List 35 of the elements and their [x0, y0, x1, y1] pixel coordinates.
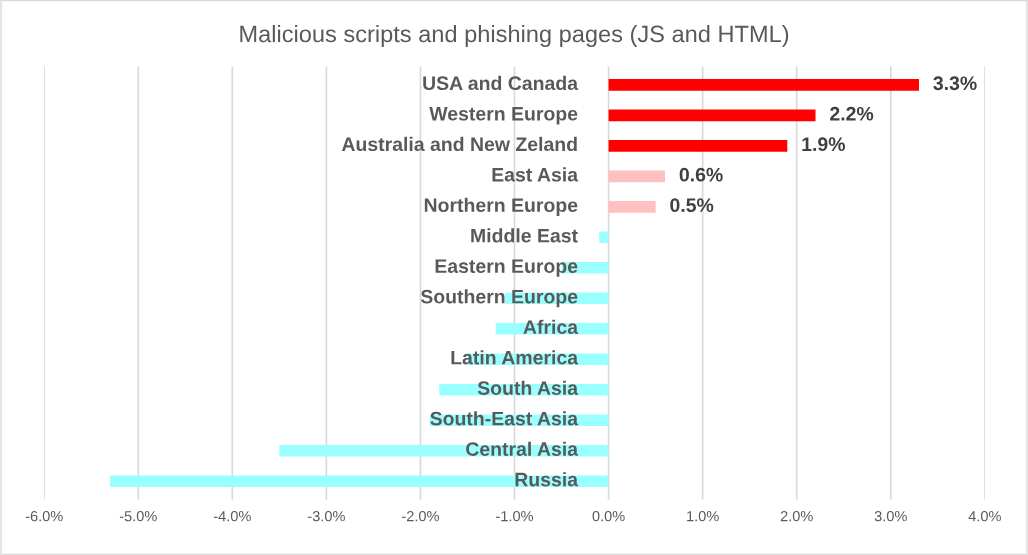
x-tick-label: -1.0% [496, 511, 534, 522]
x-tick-label: -3.0% [307, 511, 345, 522]
y-tick-label: East Asia [492, 167, 579, 182]
x-tick-label: 3.0% [874, 511, 907, 522]
y-tick-label: Western Europe [429, 107, 578, 125]
bar [608, 109, 816, 122]
x-tick-label: 1.0% [687, 511, 719, 522]
y-tick-label: Central Asia [466, 441, 579, 456]
y-tick-label: Australia and New Zeland [341, 136, 577, 152]
y-tick-label: Middle East [471, 228, 578, 243]
bar [599, 231, 609, 244]
data-label: 0.5% [670, 198, 714, 213]
x-tick-label: -6.0% [25, 511, 63, 522]
bar [608, 140, 788, 152]
y-tick-label: USA and Canada [423, 75, 579, 91]
y-tick-label: Southern Europe [420, 289, 578, 308]
x-tick-label: 0.0% [592, 511, 625, 522]
chart-title: Malicious scripts and phishing pages (JS and HTML) [240, 24, 789, 47]
data-label: 2.2% [830, 106, 874, 121]
bar [608, 79, 919, 91]
x-tick-label: 4.0% [968, 511, 1001, 522]
x-tick-label: 2.0% [780, 511, 813, 522]
bar [608, 201, 656, 213]
y-tick-label: Russia [515, 472, 579, 487]
y-tick-label: South-East Asia [430, 411, 579, 426]
y-tick-label: South Asia [477, 380, 579, 395]
bar [608, 170, 666, 183]
y-tick-label: Northern Europe [424, 197, 578, 216]
x-tick-label: -5.0% [119, 511, 157, 522]
y-tick-label: Africa [523, 319, 579, 334]
x-tick-label: -2.0% [402, 511, 439, 522]
data-label: 3.3% [933, 76, 977, 91]
data-label: 1.9% [802, 137, 845, 152]
x-tick-label: -4.0% [213, 511, 251, 522]
data-label: 0.6% [679, 167, 723, 182]
